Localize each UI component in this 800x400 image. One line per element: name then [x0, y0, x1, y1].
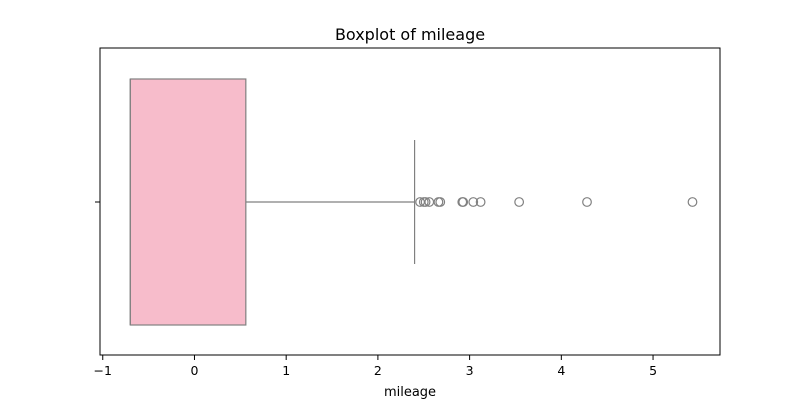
outlier-point — [435, 197, 446, 207]
outlier-point — [420, 197, 431, 207]
box-iqr — [129, 78, 247, 326]
x-tick-label: 2 — [374, 363, 382, 378]
x-tick-label: 1 — [282, 363, 290, 378]
chart-title: Boxplot of mileage — [335, 25, 485, 44]
x-tick-label: 5 — [649, 363, 657, 378]
outlier-point — [475, 197, 486, 207]
x-axis-ticks: −1 0 1 2 3 4 5 — [94, 355, 657, 378]
x-tick-label: 0 — [190, 363, 198, 378]
x-tick-label: −1 — [94, 363, 112, 378]
plot-marks — [129, 78, 698, 326]
x-tick-label: 3 — [466, 363, 474, 378]
outlier-point — [582, 197, 592, 207]
x-axis-label: mileage — [384, 385, 436, 400]
outlier-point — [514, 197, 525, 207]
outlier-point — [458, 197, 469, 207]
x-tick-label: 4 — [557, 363, 565, 378]
outlier-point — [687, 197, 698, 207]
outlier-point — [468, 197, 479, 207]
